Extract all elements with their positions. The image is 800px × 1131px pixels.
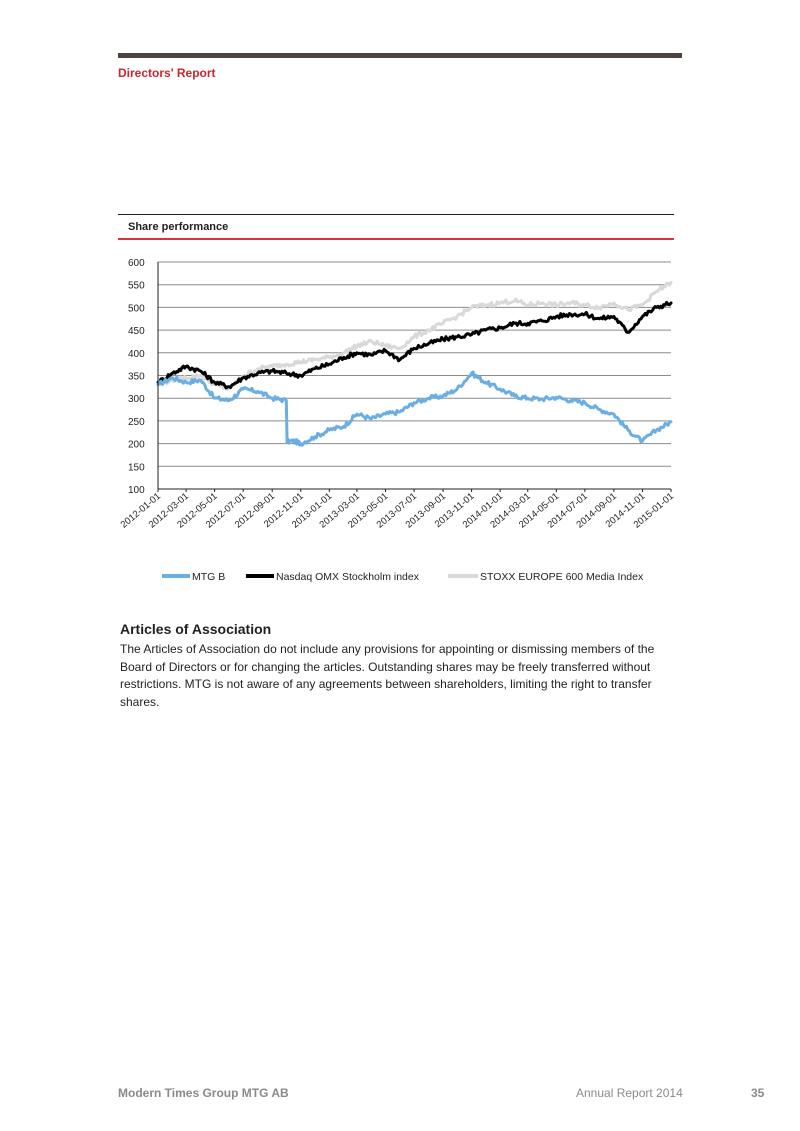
legend-label: MTG B (192, 571, 225, 583)
y-tick-label: 350 (128, 372, 145, 383)
y-tick-label: 300 (128, 394, 145, 405)
chart-title-rule (118, 238, 674, 240)
section-label: Directors' Report (118, 66, 216, 80)
legend-label: Nasdaq OMX Stockholm index (276, 571, 420, 583)
chart-title: Share performance (128, 221, 229, 233)
legend: MTG B Nasdaq OMX Stockholm index STOXX EUR… (162, 571, 644, 583)
articles-heading: Articles of Association (120, 621, 272, 637)
chart-top-rule (118, 214, 674, 215)
series-line-mtg-b (156, 370, 673, 447)
series-line-nasdaq-omx-stockholm-index (156, 300, 673, 390)
page-number: 35 (751, 1086, 765, 1100)
series-line-stoxx-europe-600-media-index (156, 280, 673, 391)
gridlines (158, 261, 671, 490)
share-performance-chart: 1001502002503003504004505005506002012-01… (119, 258, 676, 583)
y-tick-label: 550 (128, 281, 145, 292)
articles-body: The Articles of Association do not inclu… (120, 642, 655, 709)
footer-company: Modern Times Group MTG AB (118, 1086, 289, 1100)
y-tick-label: 500 (128, 303, 145, 314)
series-lines (156, 280, 673, 447)
y-tick-label: 150 (128, 462, 145, 473)
y-tick-label: 600 (128, 258, 145, 269)
y-tick-label: 400 (128, 349, 145, 360)
y-tick-label: 100 (128, 485, 145, 496)
y-tick-label: 450 (128, 326, 145, 337)
header-rule (118, 53, 682, 58)
footer-report-title: Annual Report 2014 (576, 1086, 683, 1100)
axes: 1001502002503003504004505005506002012-01… (119, 258, 676, 531)
legend-label: STOXX EUROPE 600 Media Index (480, 571, 644, 583)
y-tick-label: 250 (128, 417, 145, 428)
y-tick-label: 200 (128, 440, 145, 451)
